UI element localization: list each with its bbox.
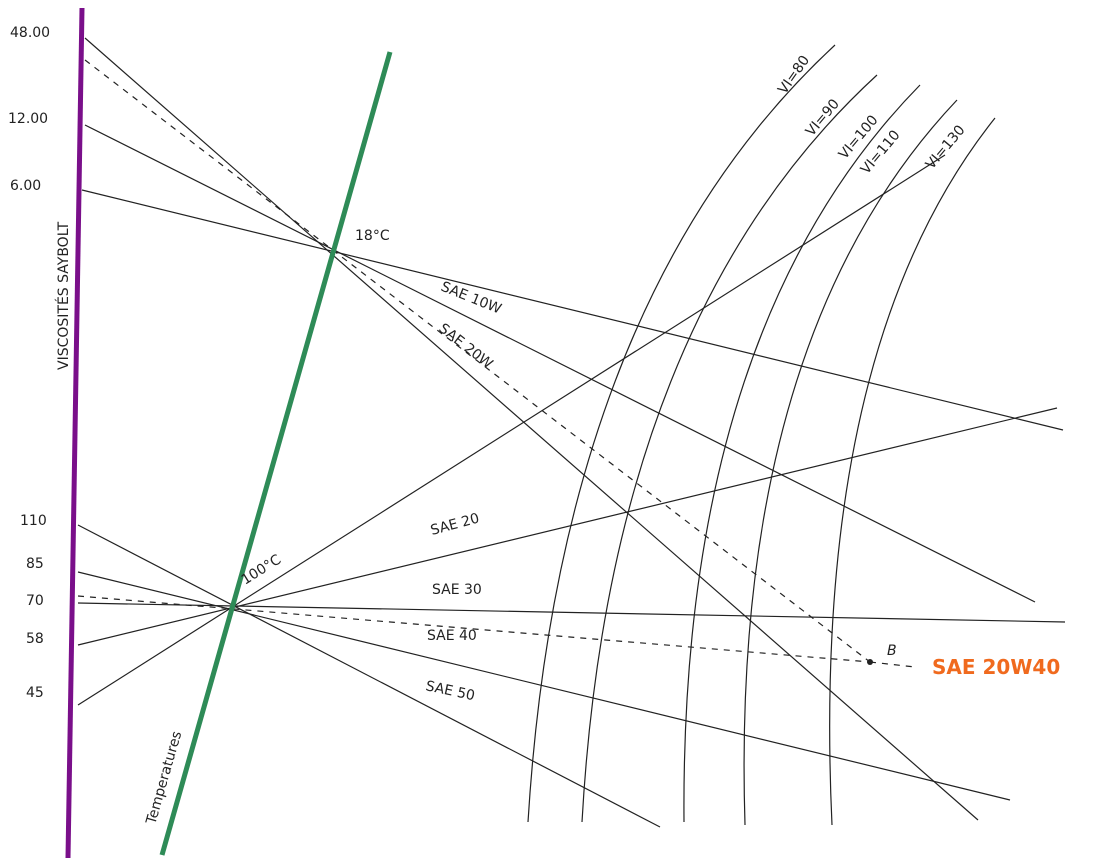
dashed-line — [84, 59, 871, 663]
sae-label: SAE 30 — [432, 582, 482, 598]
viscosity-label: 58 — [26, 631, 44, 647]
line — [77, 154, 946, 706]
viscosity-axis — [65, 7, 85, 859]
dashed-line — [869, 661, 916, 668]
vi-curves — [527, 44, 996, 826]
point-b — [867, 659, 873, 665]
point-label: B — [887, 643, 897, 659]
viscosity-label: 45 — [26, 685, 44, 701]
vi-curve — [527, 44, 836, 823]
vi-curve — [829, 117, 996, 826]
temperature-axis — [159, 51, 393, 856]
viscosity-label: 110 — [20, 513, 47, 529]
line — [77, 407, 1058, 646]
result-label: SAE 20W40 — [932, 655, 1060, 679]
viscosity-label: 48.00 — [10, 25, 50, 41]
line — [84, 37, 979, 821]
dashed-line — [77, 595, 871, 663]
axis-title: VISCOSITÉS SAYBOLT — [55, 221, 72, 370]
viscosity-label: 70 — [26, 593, 44, 609]
line — [84, 124, 1036, 603]
temperature-label: 18°C — [355, 228, 390, 244]
line — [81, 189, 1064, 431]
vi-curve — [683, 84, 921, 823]
sae-label: SAE 40 — [427, 628, 477, 644]
vi-curve — [581, 74, 878, 823]
viscosity-label: 12.00 — [8, 111, 48, 127]
line — [77, 602, 1066, 623]
line — [77, 524, 661, 828]
lines-18c — [81, 37, 1064, 821]
vi-curve — [743, 99, 958, 826]
viscosity-label: 6.00 — [10, 178, 41, 194]
viscosity-label: 85 — [26, 556, 44, 572]
